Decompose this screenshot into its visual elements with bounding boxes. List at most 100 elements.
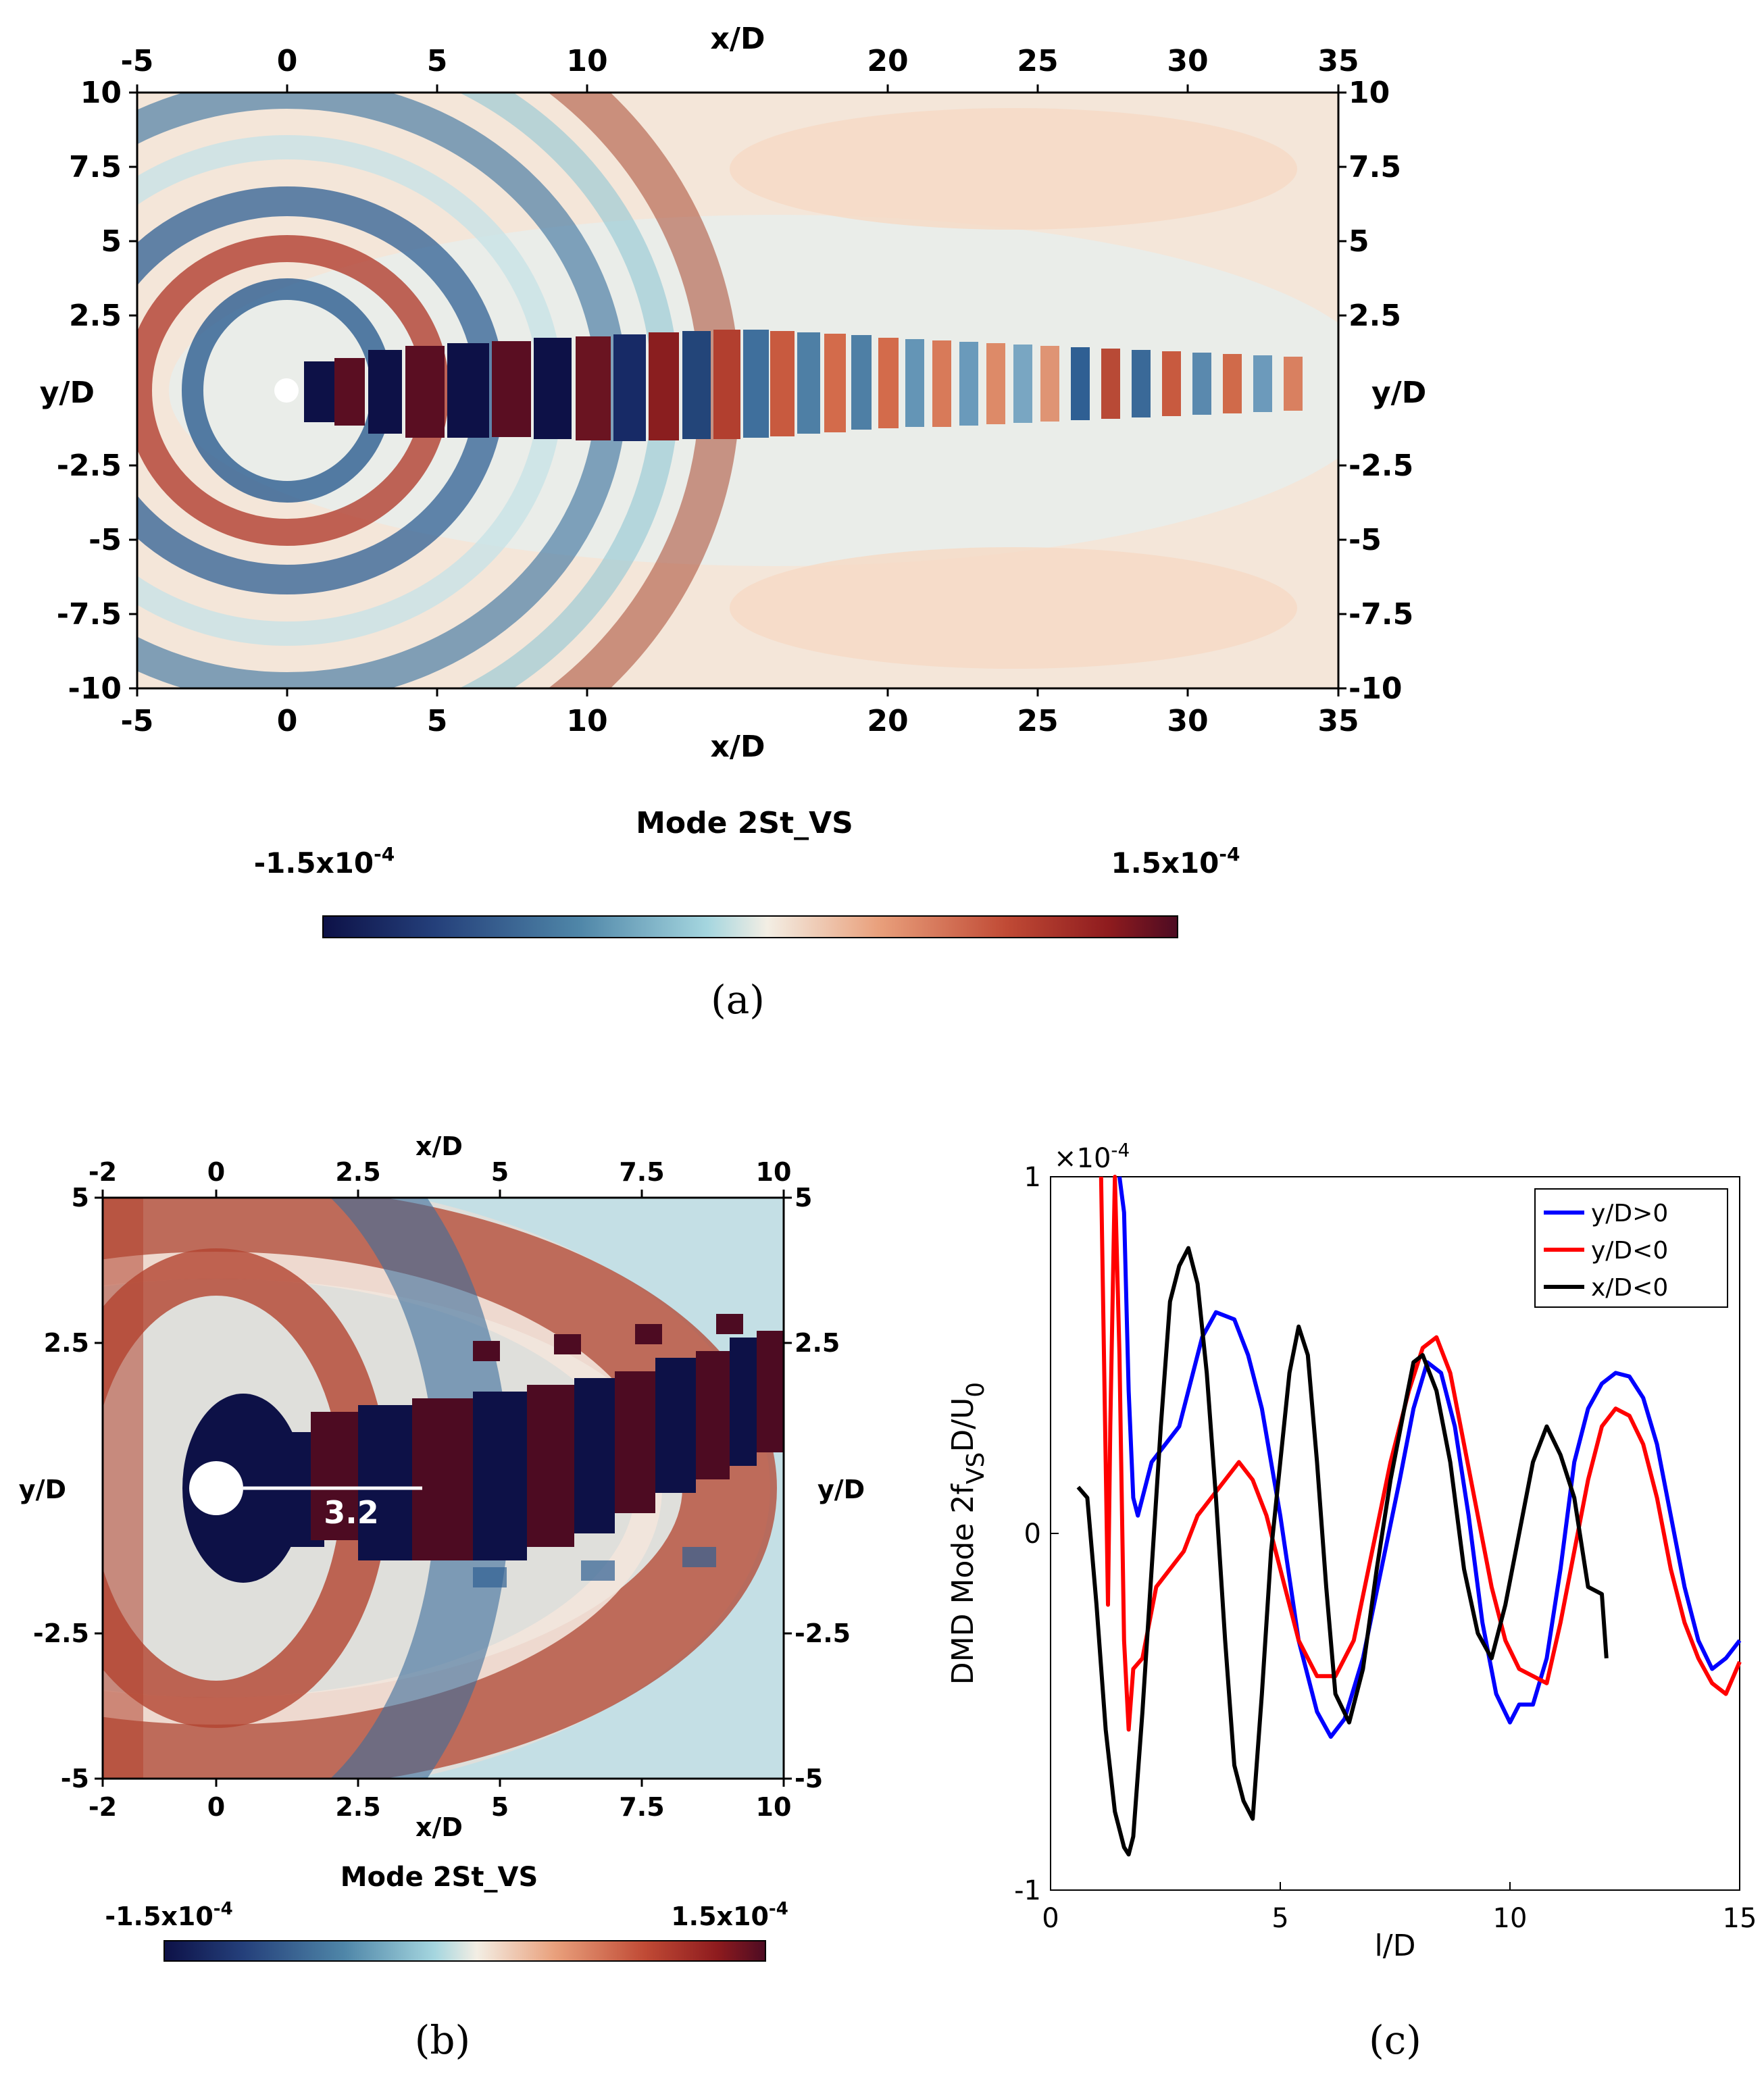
panel-a-ytick-left: -5 [89,523,122,557]
panel-a-xtick-top: 25 [1017,44,1058,78]
panel-a-xtick-bottom: 35 [1317,704,1359,738]
panel-c-xlabel: l/D [1375,1929,1416,1963]
panel-b-field: 3.2 [103,1198,784,1779]
panel-b-xtick-bottom: 0 [207,1792,225,1822]
series-line-y-d-0 [1099,1175,1742,1732]
panel-a-xtick-top: 5 [427,44,448,78]
panel-b-colorbar-gradient [163,1940,766,1962]
panel-b-xtick-top: -2 [89,1157,117,1187]
panel-b-ytick-left: -5 [61,1764,89,1794]
panel-b-ytick-left: -2.5 [33,1619,89,1648]
panel-b-colorbar: Mode 2St_VS -1.5x10-4 1.5x10-4 [105,1862,788,1962]
panel-a-xtick-bottom: 5 [427,704,448,738]
panel-b-xtick-bottom: -2 [89,1792,117,1822]
legend-label-red: y/D<0 [1591,1237,1668,1265]
panel-a-colorbar-gradient [322,915,1178,938]
panel-a-ylabel-right: y/D [1371,376,1426,410]
legend-label-black: x/D<0 [1591,1274,1668,1302]
panel-a-xlabel-bottom: x/D [711,730,765,764]
panel-b-ytick-left: 2.5 [44,1328,89,1358]
panel-a-ytick-right: -10 [1349,671,1403,706]
panel-b-ytick-right: -2.5 [795,1619,851,1648]
panel-b-xtick-top: 0 [207,1157,225,1187]
panel-a-cylinder [274,378,299,403]
panel-a-ytick-left: 2.5 [69,299,122,333]
panel-a-colorbar: Mode 2St_VS -1.5x10-4 1.5x10-4 [254,806,1240,938]
panel-a-xtick-top: 20 [867,44,908,78]
panel-a-colorbar-min: -1.5x10-4 [254,843,395,880]
panel-a-ytick-right: -5 [1349,523,1382,557]
panel-b-xlabel-bottom: x/D [415,1812,463,1842]
panel-a-colorbar-max: 1.5x10-4 [1111,843,1240,880]
panel-b-ytick-left: 5 [72,1183,89,1213]
panel-a-xtick-top: 30 [1167,44,1208,78]
panel-b-xtick-bottom: 2.5 [335,1792,380,1822]
panel-b: 3.2 -2 0 2.5 5 7.5 10 x/D -2 0 2.5 5 7.5… [19,1131,865,2063]
panel-a-xtick-bottom: 25 [1017,704,1058,738]
panel-a-field [137,93,1338,688]
panel-a-xtick-bottom: -5 [121,704,154,738]
legend-label-blue: y/D>0 [1591,1200,1668,1227]
panel-a-xtick-top: 0 [277,44,298,78]
panel-b-xtick-bottom: 5 [491,1792,509,1822]
panel-b-colorbar-max: 1.5x10-4 [671,1899,788,1931]
panel-a-ytick-left: 7.5 [69,150,122,184]
panel-c-xtick-label: 5 [1271,1903,1288,1934]
panel-a-xlabel-top: x/D [711,22,765,56]
panel-c-xtick-label: 0 [1042,1903,1059,1934]
panel-a-ytick-left: 10 [80,76,122,110]
panel-a-ytick-right: -7.5 [1349,597,1413,632]
panel-b-colorbar-min: -1.5x10-4 [105,1899,232,1931]
panel-a-xtick-bottom: 10 [566,704,607,738]
panel-b-ytick-right: 2.5 [795,1328,840,1358]
panel-b-caption: (b) [415,2017,470,2063]
panel-a-ytick-right: 2.5 [1349,299,1401,333]
panel-b-ylabel-right: y/D [817,1475,865,1504]
panel-a-ytick-left: -7.5 [57,597,122,632]
panel-b-xtick-top: 7.5 [619,1157,664,1187]
panel-b-annotation: 3.2 [324,1494,379,1531]
panel-a-colorbar-title: Mode 2St_VS [636,806,853,840]
panel-c-ytick-label: 0 [1024,1519,1041,1550]
panel-b-xtick-bottom: 7.5 [619,1792,664,1822]
panel-c-ytick-label: -1 [1014,1875,1041,1906]
panel-a-ytick-left: -2.5 [57,449,122,483]
panel-a-ytick-right: 10 [1349,76,1390,110]
panel-a-xtick-top: 35 [1317,44,1359,78]
panel-b-xtick-bottom: 10 [756,1792,792,1822]
panel-a-ylabel-left: y/D [40,376,95,410]
panel-a-ytick-right: -2.5 [1349,449,1413,483]
panel-c-series [1076,1175,1742,1857]
panel-a-wake [304,330,1303,441]
panel-c-scale-label: ×10-4 [1054,1139,1130,1174]
panel-b-xtick-top: 5 [491,1157,509,1187]
series-line-x-d-0 [1076,1246,1609,1857]
panel-a-ytick-left: -10 [68,671,122,706]
panel-b-colorbar-title: Mode 2St_VS [341,1862,538,1893]
panel-c-legend: y/D>0 y/D<0 x/D<0 [1534,1188,1728,1308]
panel-b-xlabel-top: x/D [415,1131,463,1161]
panel-b-cylinder [189,1461,243,1515]
panel-b-ytick-right: 5 [795,1183,812,1213]
panel-a-xtick-bottom: 0 [277,704,298,738]
series-line-y-d-0 [1117,1176,1742,1739]
panel-b-xtick-top: 2.5 [335,1157,380,1187]
panel-a: -5 0 5 10 20 25 30 35 x/D -5 0 5 10 20 2… [40,22,1427,1023]
panel-a-xtick-bottom: 30 [1167,704,1208,738]
panel-c-ylabel: DMD Mode 2fVSD/U0 [946,1382,990,1685]
panel-c-ytick-label: 1 [1024,1162,1041,1193]
panel-a-caption: (a) [711,977,765,1023]
panel-c-xtick-label: 10 [1493,1903,1528,1934]
panel-b-ylabel-left: y/D [19,1475,66,1504]
panel-a-ytick-right: 7.5 [1349,150,1401,184]
panel-a-xtick-top: -5 [121,44,154,78]
panel-a-ytick-right: 5 [1349,224,1369,259]
panel-b-ytick-right: -5 [795,1764,823,1794]
panel-c-xtick-label: 15 [1723,1903,1757,1934]
panel-b-xtick-top: 10 [756,1157,792,1187]
panel-a-ytick-left: 5 [101,224,122,259]
panel-c-caption: (c) [1369,2017,1421,2063]
